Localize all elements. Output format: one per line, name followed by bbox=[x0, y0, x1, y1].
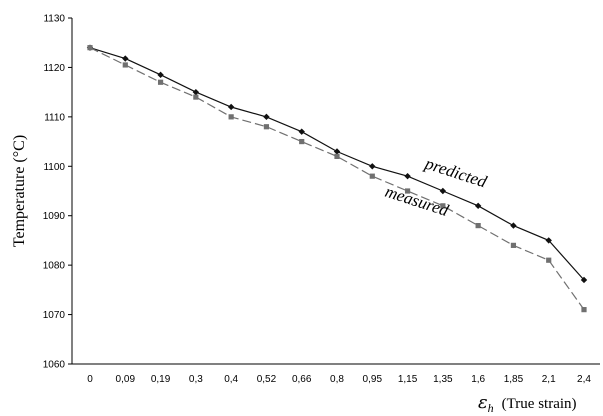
data-point-predicted bbox=[545, 237, 552, 244]
data-point-predicted bbox=[263, 113, 270, 121]
data-point-measured bbox=[369, 173, 375, 179]
y-tick-label: 1060 bbox=[43, 360, 66, 371]
y-tick-label: 1070 bbox=[43, 310, 66, 321]
data-point-predicted bbox=[227, 103, 235, 111]
x-tick-label: 0,09 bbox=[116, 374, 136, 385]
y-tick-label: 1080 bbox=[43, 261, 66, 272]
data-point-predicted bbox=[474, 202, 482, 210]
x-tick-label: 2,4 bbox=[577, 374, 591, 385]
data-point-measured bbox=[546, 257, 552, 263]
y-axis-title: Temperature (°C) bbox=[11, 135, 28, 247]
x-tick-label: 0,8 bbox=[330, 374, 344, 385]
x-tick-label: 1,15 bbox=[398, 374, 418, 385]
data-point-predicted bbox=[298, 128, 305, 135]
data-point-measured bbox=[334, 153, 340, 159]
x-axis-text: (True strain) bbox=[502, 396, 577, 412]
data-point-predicted bbox=[369, 163, 376, 170]
x-tick-label: 0,66 bbox=[292, 374, 312, 385]
x-axis-subscript: h bbox=[488, 401, 494, 415]
data-point-measured bbox=[122, 62, 128, 68]
y-tick-label: 1120 bbox=[43, 63, 65, 74]
data-point-measured bbox=[228, 114, 234, 120]
x-tick-label: 0,3 bbox=[189, 374, 203, 385]
x-axis-ticks: 0 0,09 0,19 0,3 0,4 0,52 0,66 0,8 0,95 1,15 1,35 1,… bbox=[87, 374, 591, 385]
data-point-predicted bbox=[157, 71, 164, 79]
series-line-predicted bbox=[89, 47, 585, 281]
x-axis-title: εh (True strain) bbox=[478, 392, 577, 415]
data-point-predicted bbox=[510, 222, 517, 229]
series-line-measured bbox=[89, 47, 585, 310]
data-point-predicted bbox=[192, 88, 200, 96]
x-tick-label: 1,35 bbox=[433, 374, 453, 385]
x-tick-label: 0 bbox=[87, 374, 93, 385]
x-tick-label: 0,95 bbox=[363, 374, 383, 385]
data-point-measured bbox=[263, 124, 270, 130]
y-tick-label: 1110 bbox=[44, 112, 65, 123]
data-point-predicted bbox=[333, 148, 341, 155]
x-tick-label: 0,4 bbox=[224, 374, 238, 385]
data-point-measured bbox=[299, 138, 305, 145]
data-point-predicted bbox=[580, 276, 588, 284]
x-tick-label: 0,52 bbox=[257, 374, 277, 385]
data-point-predicted bbox=[404, 172, 411, 180]
y-tick-label: 1130 bbox=[43, 14, 65, 25]
data-point-measured bbox=[404, 188, 411, 194]
x-tick-label: 1,6 bbox=[471, 374, 485, 385]
y-axis-ticks: 1060 1070 1080 1090 1100 1110 1120 1130 bbox=[43, 14, 72, 371]
data-point-predicted bbox=[122, 55, 129, 62]
data-point-measured bbox=[157, 79, 164, 85]
data-point-measured bbox=[510, 242, 517, 248]
data-point-measured bbox=[87, 45, 93, 51]
y-tick-label: 1100 bbox=[43, 162, 65, 173]
data-point-measured bbox=[193, 94, 199, 100]
data-point-measured bbox=[581, 307, 587, 313]
data-point-measured bbox=[440, 203, 446, 209]
data-point-predicted bbox=[439, 187, 447, 195]
y-tick-label: 1090 bbox=[43, 211, 66, 222]
x-axis-symbol: ε bbox=[478, 392, 488, 413]
series-group bbox=[86, 44, 588, 313]
x-tick-label: 2,1 bbox=[542, 374, 556, 385]
svg-text:εh(True strain): εh (True strain) bbox=[478, 392, 577, 415]
x-tick-label: 0,19 bbox=[151, 374, 171, 385]
data-point-measured bbox=[475, 223, 481, 229]
x-tick-label: 1,85 bbox=[504, 374, 524, 385]
annotation-measured: measured bbox=[383, 182, 452, 220]
